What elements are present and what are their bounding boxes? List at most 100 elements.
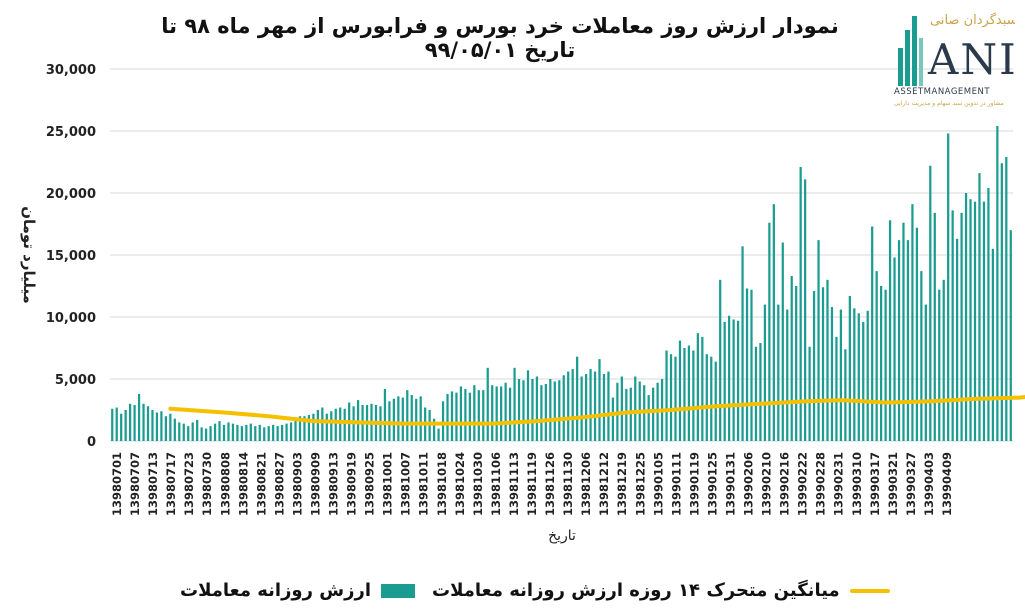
- x-tick-label: 13981206: [579, 452, 593, 516]
- bar: [540, 385, 543, 441]
- bar: [218, 421, 221, 441]
- bar: [772, 204, 775, 441]
- bar: [204, 428, 208, 441]
- x-tick-label: 13990125: [705, 452, 719, 516]
- bar: [888, 220, 892, 441]
- bar: [325, 413, 328, 441]
- bar: [938, 289, 941, 441]
- bar: [723, 321, 726, 441]
- bar: [137, 393, 141, 441]
- x-tick-label: 13990105: [651, 452, 665, 516]
- legend-item-daily-value: ارزش روزانه معاملات: [180, 580, 415, 601]
- bar: [763, 304, 767, 441]
- bar: [652, 387, 655, 441]
- x-tick-label: 13990403: [922, 452, 936, 516]
- x-tick-label: 13990228: [814, 452, 828, 516]
- y-tick-label: 0: [87, 435, 96, 450]
- bar: [200, 427, 203, 441]
- x-tick-label: 13980919: [345, 452, 359, 516]
- x-tick-label: 13980913: [327, 452, 341, 516]
- bar: [1009, 230, 1012, 441]
- bar: [710, 356, 713, 441]
- bar: [956, 238, 959, 441]
- bar: [383, 388, 387, 441]
- bar: [455, 392, 458, 441]
- x-tick-label: 13990206: [742, 452, 756, 516]
- bar: [289, 422, 293, 441]
- bar: [468, 392, 471, 441]
- bar: [303, 416, 306, 441]
- company-logo: سبدگردان صانی ANI ASSETMANAGEMENT مشاور …: [890, 8, 1018, 108]
- bar: [450, 391, 454, 441]
- bar: [924, 304, 927, 441]
- x-tick-label: 13990111: [669, 452, 683, 516]
- bar: [280, 424, 284, 441]
- bar: [129, 403, 132, 441]
- x-tick-label: 13980723: [182, 452, 196, 516]
- bar: [915, 227, 919, 441]
- bar: [678, 340, 682, 441]
- bar: [705, 354, 708, 441]
- bar: [169, 413, 172, 441]
- bar: [768, 222, 771, 441]
- bar: [853, 308, 856, 441]
- x-tick-label: 13990119: [687, 452, 701, 516]
- bar: [459, 386, 463, 441]
- bar: [473, 385, 476, 441]
- y-tick-label: 30,000: [46, 63, 96, 78]
- x-tick-label: 13981119: [525, 452, 539, 516]
- bar: [576, 356, 579, 441]
- x-tick-label: 13980821: [254, 452, 268, 516]
- bar: [553, 381, 556, 441]
- x-tick-label: 13981225: [633, 452, 647, 516]
- bar: [187, 426, 190, 441]
- bar: [835, 336, 838, 441]
- y-axis-label: میلیارد تومان: [20, 206, 38, 304]
- bar: [902, 222, 905, 441]
- bar: [392, 398, 395, 441]
- x-tick-label: 13981219: [615, 452, 629, 516]
- bar: [611, 397, 615, 441]
- bar: [647, 395, 650, 441]
- bar: [535, 376, 539, 441]
- x-tick-label: 13990327: [904, 452, 918, 516]
- legend-swatch-line: [849, 588, 890, 593]
- x-tick-label: 13981130: [561, 452, 575, 516]
- bar: [620, 376, 623, 441]
- bar: [294, 418, 297, 441]
- x-tick-label: 13980925: [363, 452, 377, 516]
- bar: [830, 307, 834, 441]
- bar: [674, 356, 677, 441]
- y-tick-label: 5,000: [55, 373, 96, 388]
- bar: [549, 379, 552, 441]
- x-tick-label: 13990321: [886, 452, 900, 516]
- x-tick-label: 13981212: [597, 452, 611, 516]
- bar: [446, 393, 449, 441]
- bar: [571, 369, 574, 441]
- legend-label-daily-value: ارزش روزانه معاملات: [180, 580, 371, 601]
- bar: [182, 423, 185, 441]
- bar: [236, 424, 239, 441]
- bar: [964, 193, 968, 441]
- bar: [687, 345, 691, 441]
- bar: [795, 286, 798, 441]
- bar: [777, 304, 780, 441]
- bar-series: [111, 126, 1012, 442]
- bar: [786, 309, 789, 441]
- bar: [665, 350, 668, 441]
- chart-title: نمودار ارزش روز معاملات خرد بورس و فرابو…: [161, 14, 839, 62]
- x-tick-label: 13990317: [868, 452, 882, 516]
- bar: [598, 359, 601, 441]
- bar: [522, 380, 525, 441]
- bar: [736, 320, 740, 441]
- x-tick-label: 13981126: [543, 452, 557, 516]
- bar: [491, 385, 494, 441]
- bar: [817, 240, 820, 441]
- x-tick-label: 13990222: [796, 452, 810, 516]
- x-tick-label: 13980827: [272, 452, 286, 516]
- bar: [437, 428, 440, 441]
- bar: [920, 271, 923, 441]
- bar: [982, 201, 986, 441]
- x-tick-label: 13980909: [309, 452, 323, 516]
- bar: [987, 188, 990, 441]
